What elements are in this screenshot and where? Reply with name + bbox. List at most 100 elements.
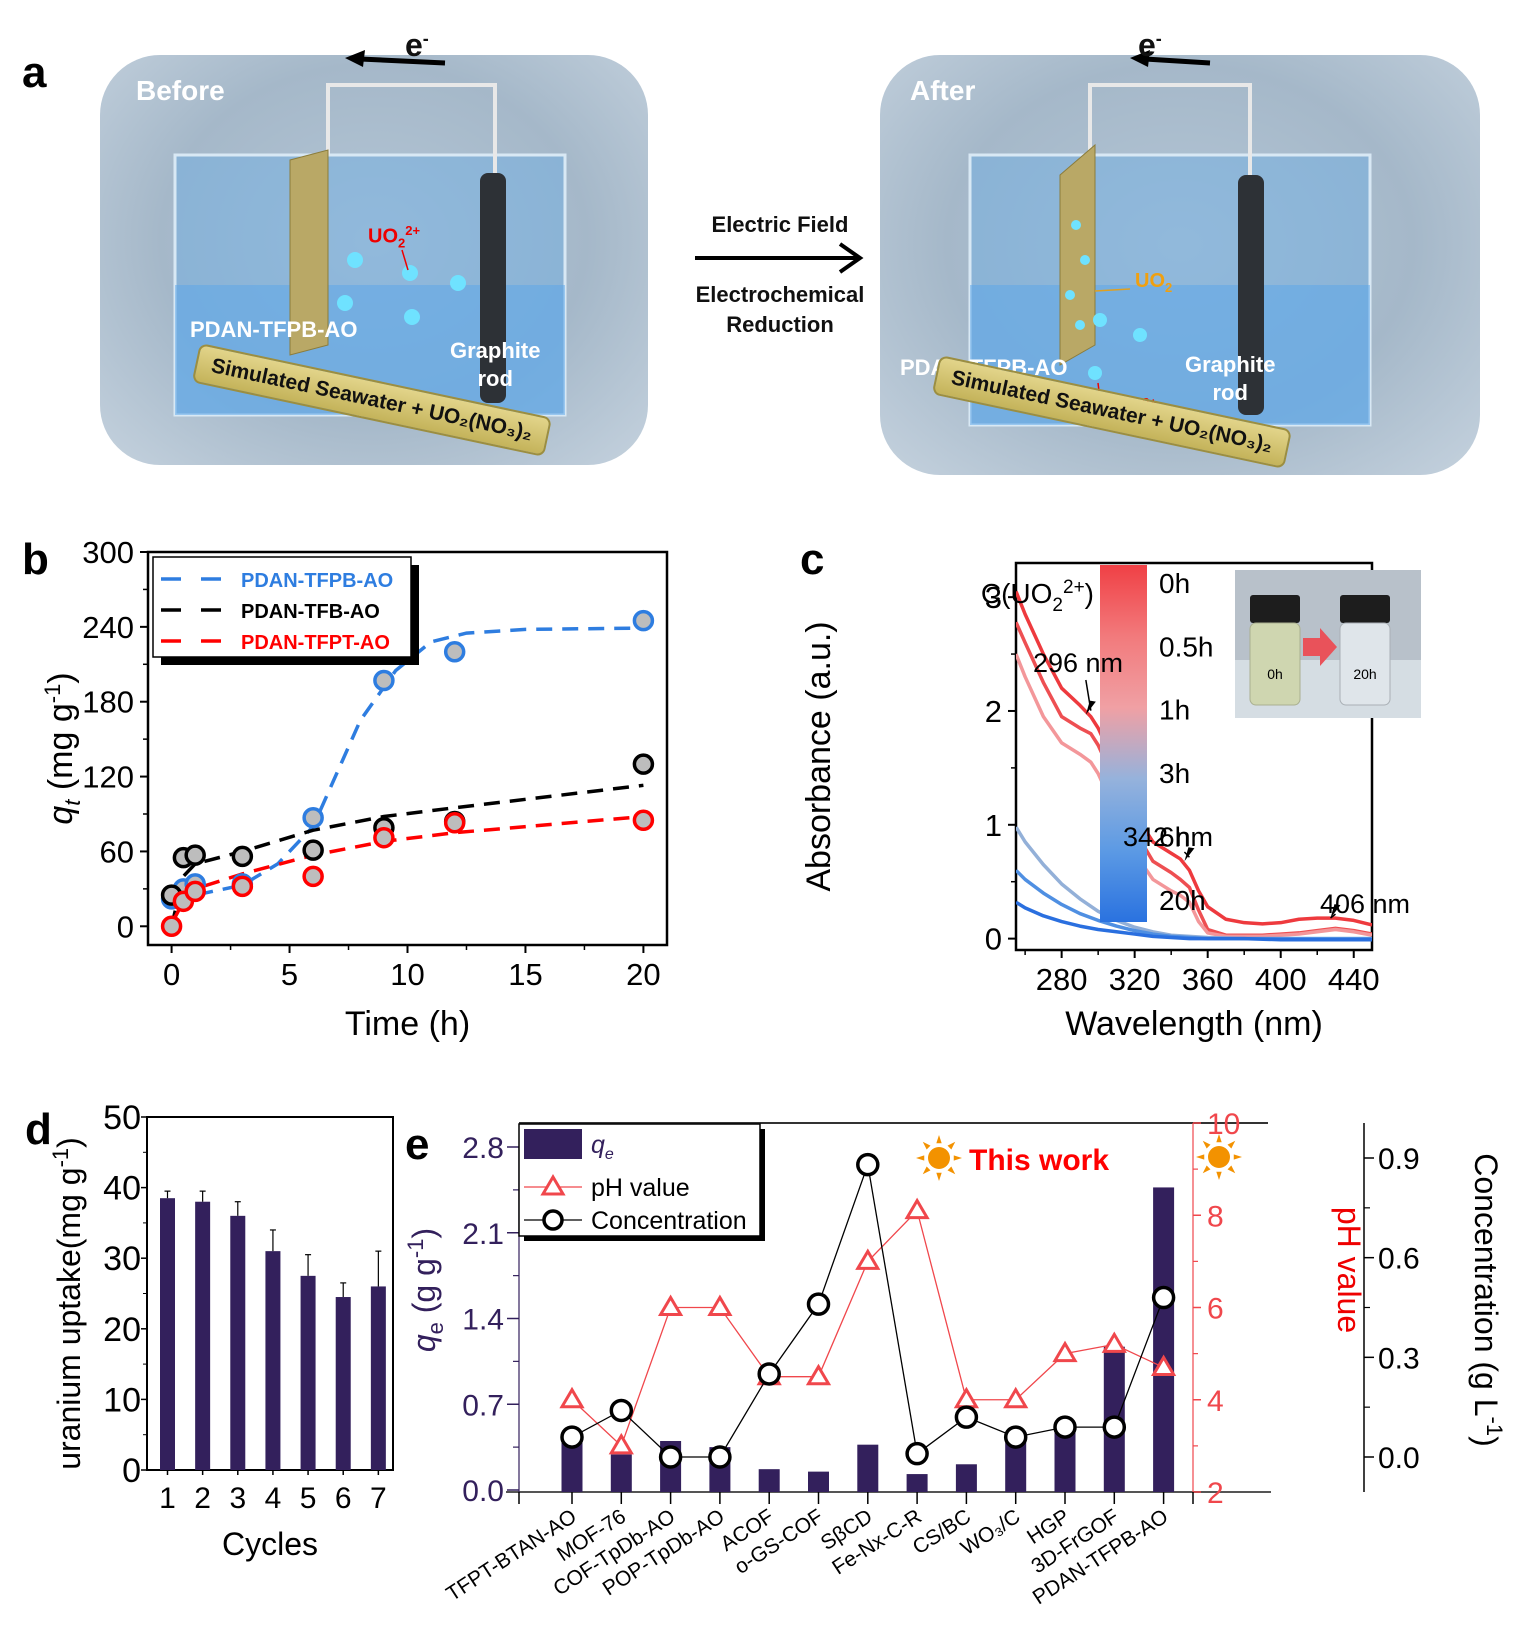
- x-axis-label: Cycles: [222, 1526, 318, 1562]
- concentration-point: [954, 1405, 979, 1429]
- ph-y-tick-label: 4: [1207, 1385, 1224, 1418]
- panel-label-b: b: [22, 535, 49, 584]
- data-point: [632, 753, 655, 775]
- x-axis-label: Wavelength (nm): [1065, 1005, 1323, 1043]
- inset-label: 0h: [1267, 666, 1283, 682]
- ph-point: [1101, 1331, 1127, 1353]
- legend-triangle-icon: [540, 1174, 566, 1196]
- graphite-rod-label: Graphite rod: [450, 338, 541, 391]
- data-point: [160, 915, 183, 938]
- data-point: [632, 809, 655, 831]
- colorbar-label: 3h: [1159, 758, 1190, 789]
- sun-ray: [916, 1155, 925, 1161]
- bar: [857, 1444, 879, 1492]
- left-y-tick-label: 1.4: [462, 1304, 504, 1337]
- sun-ray: [1202, 1165, 1211, 1174]
- annotation-arrow: [1330, 913, 1336, 919]
- after-scene: After e- UO2 PDAN-TFPB-AO UO22+ Graphite…: [880, 27, 1480, 475]
- ph-y-tick-label: 10: [1207, 1108, 1240, 1141]
- ph-point: [805, 1363, 832, 1386]
- concentration-point: [1053, 1415, 1077, 1439]
- legend-label: PDAN-TFPB-AO: [241, 570, 393, 592]
- ion-dot: [347, 252, 363, 268]
- sun-ray: [1227, 1165, 1236, 1174]
- sun-disc: [928, 1147, 950, 1169]
- annotation-arrowhead: [1085, 700, 1096, 715]
- x-axis-label: Time (h): [345, 1005, 470, 1043]
- legend-label-concentration: Concentration: [591, 1207, 747, 1235]
- left-y-tick-label: 0.0: [462, 1475, 504, 1508]
- colorbar-title: C(UO22+): [981, 577, 1094, 616]
- bar: [906, 1474, 928, 1492]
- sun-ray: [936, 1135, 942, 1144]
- panel-label-a: a: [22, 48, 47, 97]
- left-y-tick-label: 0.7: [462, 1389, 504, 1422]
- data-point: [632, 609, 655, 632]
- bar: [370, 1286, 386, 1470]
- bar: [1153, 1187, 1175, 1492]
- ph-point: [1150, 1354, 1177, 1376]
- spectrum-1h: [1016, 653, 1372, 939]
- electron-label: e-: [1138, 27, 1162, 63]
- vial-cap-icon: [1250, 595, 1300, 623]
- sun-ray: [1216, 1171, 1222, 1180]
- data-point: [184, 844, 206, 866]
- y-tick-label: 20: [103, 1311, 141, 1349]
- ph-y-tick-label: 8: [1207, 1200, 1224, 1233]
- data-point: [184, 880, 206, 903]
- ph-point: [559, 1386, 585, 1409]
- bar: [758, 1469, 780, 1492]
- y-tick-label: 3: [985, 580, 1002, 615]
- fit-line-pdan-tfpb-ao: [171, 626, 644, 901]
- process-bottom-label: Electrochemical Reduction: [695, 282, 865, 337]
- ion-dot: [1133, 328, 1147, 342]
- sun-ray: [922, 1166, 931, 1175]
- inset-arrow-icon: [1303, 628, 1337, 666]
- x-tick-label: 440: [1328, 962, 1380, 997]
- concentration-point: [806, 1292, 831, 1316]
- x-tick-label: 360: [1182, 962, 1234, 997]
- data-point: [443, 811, 466, 834]
- x-tick-label: 320: [1109, 962, 1161, 997]
- sun-ray: [1196, 1154, 1205, 1160]
- peak-annotation: 342 nm: [1123, 822, 1213, 852]
- ph-axis-label: pH value: [1331, 1207, 1367, 1333]
- sun-disc: [1208, 1146, 1230, 1168]
- data-point: [302, 839, 324, 861]
- x-tick-label: 5: [281, 957, 298, 992]
- ion-dot: [450, 275, 466, 291]
- y-tick-label: 300: [82, 535, 134, 570]
- ph-point: [904, 1197, 930, 1220]
- spectrum-0h: [1016, 590, 1372, 927]
- sun-icon: [1196, 1134, 1242, 1180]
- annotation-arrowhead: [1184, 847, 1195, 862]
- data-point: [373, 826, 395, 849]
- colorbar-label: 6h: [1159, 821, 1190, 852]
- y-tick-label: 1: [985, 808, 1002, 843]
- data-point: [231, 845, 254, 868]
- legend-circle-icon: [542, 1209, 564, 1231]
- y-tick-label: 0: [117, 909, 134, 944]
- sun-ray: [1202, 1140, 1211, 1149]
- x-tick-label: 400: [1255, 962, 1307, 997]
- sun-ray: [947, 1166, 956, 1175]
- concentration-point: [1003, 1425, 1028, 1449]
- x-tick-label: 10: [390, 957, 424, 992]
- ion-dot: [337, 295, 353, 311]
- ph-y-tick-label: 6: [1207, 1293, 1224, 1326]
- spectrum-20h: [1016, 900, 1372, 942]
- vial-cap-icon: [1340, 595, 1390, 623]
- sun-ray: [953, 1155, 962, 1161]
- ph-point: [608, 1432, 634, 1455]
- y-axis-label: Absorbance (a.u.): [800, 621, 838, 891]
- conc-y-tick-label: 0.0: [1378, 1442, 1420, 1475]
- x-tick-label: 15: [508, 957, 542, 992]
- x-tick-label: 0: [163, 957, 180, 992]
- legend-box: [152, 556, 412, 658]
- concentration-point: [560, 1425, 584, 1449]
- bar: [300, 1275, 316, 1470]
- electron-label: e-: [405, 27, 429, 63]
- x-tick-label: 280: [1036, 962, 1088, 997]
- legend-swatch-bar: [524, 1129, 582, 1159]
